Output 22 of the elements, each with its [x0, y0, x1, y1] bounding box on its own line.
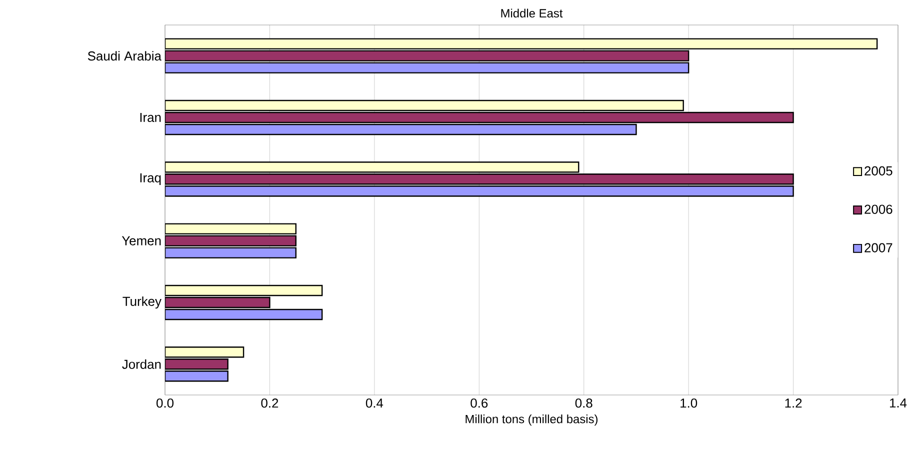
bar — [165, 100, 684, 112]
legend-label: 2006 — [864, 204, 892, 214]
x-axis-title: Million tons (milled basis) — [466, 414, 598, 426]
y-tick-label: Iran — [140, 112, 161, 122]
x-tick-label: 0.2 — [261, 398, 278, 408]
y-tick-label: Iraq — [140, 173, 161, 185]
x-tick-label: 1.4 — [890, 398, 907, 408]
chart-title: Middle East — [501, 8, 563, 18]
legend-label: 2007 — [864, 243, 892, 252]
legend-label: 2005 — [864, 166, 892, 176]
x-tick-label: 1.2 — [785, 398, 802, 408]
y-tick-label: Yemen — [122, 236, 161, 246]
bar — [165, 124, 637, 136]
x-tick-label: 1.0 — [680, 398, 698, 408]
y-tick-label: Jordan — [122, 359, 161, 369]
y-tick-label: Turkey — [122, 296, 162, 309]
x-tick-label: 0.4 — [366, 398, 384, 408]
y-tick-label: Saudi Arabia — [88, 51, 162, 61]
x-tick-label: 0.8 — [575, 398, 592, 408]
bar — [165, 112, 794, 124]
x-tick-label: 0.6 — [470, 398, 488, 408]
x-tick-label: 0.0 — [156, 398, 174, 408]
